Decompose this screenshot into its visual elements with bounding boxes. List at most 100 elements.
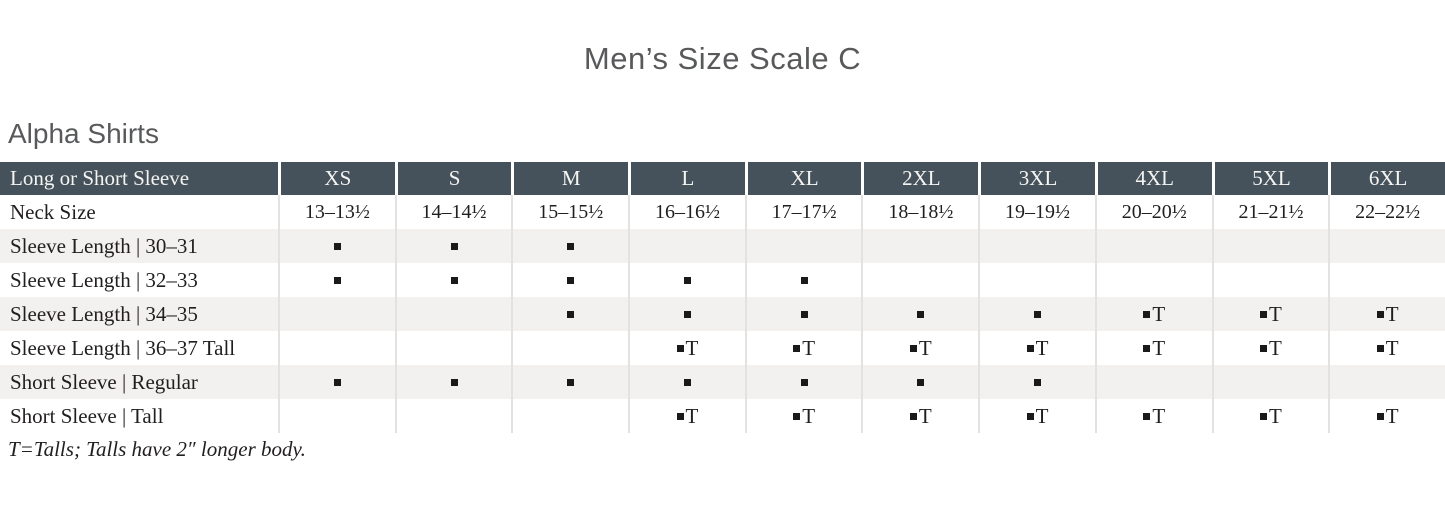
dot-cell — [511, 263, 628, 297]
dot-marker — [1034, 310, 1042, 318]
empty-cell — [511, 399, 628, 433]
empty-cell — [278, 399, 395, 433]
row-label: Short Sleeve | Tall — [10, 403, 164, 428]
dot-tall-cell: T — [1094, 399, 1212, 433]
header-size-xs: XS — [278, 162, 395, 195]
dot-cell — [744, 365, 862, 399]
dot-tall-cell: T — [1094, 331, 1212, 365]
dot-marker — [793, 412, 801, 420]
empty-cell — [978, 263, 1095, 297]
dot-cell — [628, 297, 745, 331]
tall-letter: T — [1385, 335, 1399, 360]
footnote: T=Talls; Talls have 2″ longer body. — [8, 437, 306, 461]
dot-cell — [861, 297, 978, 331]
value-cell: 22–22½ — [1328, 195, 1445, 229]
empty-cell — [511, 331, 628, 365]
value-cell: 17–17½ — [744, 195, 862, 229]
tall-letter: T — [1269, 335, 1282, 360]
row-label: Sleeve Length | 36–37 Tall — [10, 335, 236, 360]
dot-marker — [800, 276, 808, 284]
dot-marker — [1260, 310, 1268, 318]
row-label: Short Sleeve | Regular — [10, 369, 198, 394]
dot-tall-cell: T — [628, 331, 745, 365]
row-label: Sleeve Length | 30–31 — [10, 233, 198, 258]
dot-marker — [1143, 344, 1151, 352]
value-cell: 13–13½ — [278, 195, 395, 229]
empty-cell — [1328, 263, 1445, 297]
empty-cell — [1328, 365, 1445, 399]
dot-marker — [567, 310, 575, 318]
dot-marker — [683, 276, 691, 284]
dot-cell — [744, 297, 862, 331]
dot-cell — [511, 229, 628, 263]
dot-cell — [628, 263, 745, 297]
value-cell: 14–14½ — [394, 195, 512, 229]
header-size-l: L — [628, 162, 745, 195]
table-row: Sleeve Length | 30–31 — [0, 229, 1445, 263]
dot-tall-cell: T — [1328, 331, 1445, 365]
dot-cell — [278, 229, 395, 263]
dot-tall-cell: T — [978, 399, 1095, 433]
tall-letter: T — [802, 403, 816, 428]
header-size-6xl: 6XL — [1328, 162, 1445, 195]
dot-marker — [909, 412, 917, 420]
empty-cell — [278, 297, 395, 331]
table-row: Short Sleeve | Tall T T T T T T T — [0, 399, 1445, 433]
dot-marker — [450, 276, 458, 284]
row-label: Neck Size — [10, 199, 96, 224]
table-row: Sleeve Length | 34–35 T T T — [0, 297, 1445, 331]
empty-cell — [1328, 229, 1445, 263]
dot-tall-cell: T — [744, 331, 862, 365]
dot-tall-cell: T — [861, 399, 978, 433]
dot-marker — [1034, 378, 1042, 386]
dot-marker — [917, 378, 925, 386]
dot-tall-cell: T — [861, 331, 978, 365]
tall-letter: T — [685, 335, 699, 360]
dot-marker — [567, 242, 575, 250]
empty-cell — [1211, 365, 1329, 399]
value-cell: 16–16½ — [628, 195, 745, 229]
empty-cell — [744, 229, 862, 263]
dot-tall-cell: T — [1328, 399, 1445, 433]
dot-marker — [450, 378, 458, 386]
dot-tall-cell: T — [978, 331, 1095, 365]
dot-marker — [333, 378, 341, 386]
empty-cell — [861, 263, 978, 297]
header-size-4xl: 4XL — [1094, 162, 1212, 195]
tall-letter: T — [1152, 403, 1166, 428]
section-title: Alpha Shirts — [8, 118, 159, 149]
value-cell: 15–15½ — [511, 195, 628, 229]
header-size-xl: XL — [744, 162, 862, 195]
dot-marker — [1143, 412, 1151, 420]
dot-cell — [511, 365, 628, 399]
table-row: Sleeve Length | 32–33 — [0, 263, 1445, 297]
dot-marker — [909, 344, 917, 352]
dot-cell — [744, 263, 862, 297]
dot-cell — [861, 365, 978, 399]
tall-letter: T — [1152, 335, 1166, 360]
empty-cell — [1094, 229, 1212, 263]
empty-cell — [394, 297, 512, 331]
empty-cell — [394, 331, 512, 365]
dot-tall-cell: T — [1094, 297, 1212, 331]
size-table: Long or Short Sleeve XS S M L XL 2XL 3XL 4XL 5XL… — [0, 162, 1445, 433]
dot-marker — [800, 310, 808, 318]
dot-marker — [333, 242, 341, 250]
tall-letter: T — [802, 335, 816, 360]
empty-cell — [1094, 365, 1212, 399]
tall-letter: T — [1035, 335, 1049, 360]
dot-marker — [676, 344, 684, 352]
dot-marker — [1026, 344, 1034, 352]
header-size-2xl: 2XL — [861, 162, 978, 195]
dot-tall-cell: T — [744, 399, 862, 433]
dot-marker — [333, 276, 341, 284]
dot-cell — [394, 229, 512, 263]
dot-cell — [278, 365, 395, 399]
dot-marker — [917, 310, 925, 318]
dot-marker — [1376, 310, 1384, 318]
header-size-5xl: 5XL — [1211, 162, 1329, 195]
dot-marker — [567, 276, 575, 284]
empty-cell — [394, 399, 512, 433]
dot-cell — [394, 365, 512, 399]
